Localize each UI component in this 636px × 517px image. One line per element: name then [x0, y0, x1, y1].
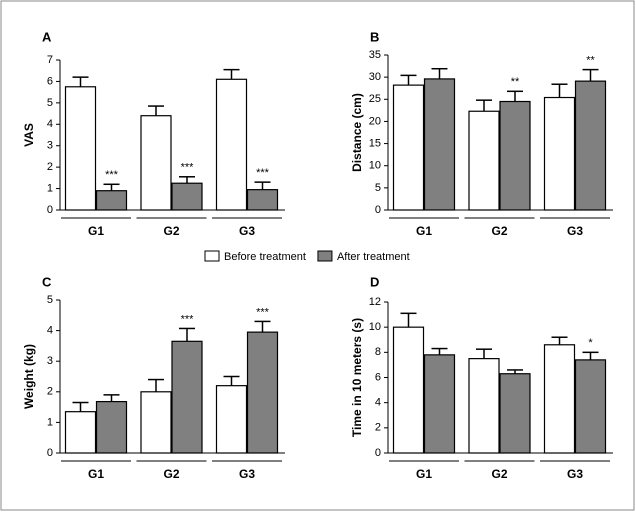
- y-axis-label: Time in 10 meters (s): [350, 318, 364, 437]
- panel-label: B: [370, 29, 379, 44]
- bar: [392, 326, 425, 454]
- bar: [171, 340, 203, 454]
- y-tick-label: 0: [375, 447, 381, 459]
- panel-label: C: [42, 274, 52, 289]
- y-tick-label: 1: [47, 182, 53, 194]
- x-tick-label: G3: [239, 467, 255, 481]
- x-tick-label: G1: [88, 224, 104, 238]
- bar: [423, 78, 456, 211]
- bar: [64, 86, 97, 211]
- y-tick-label: 0: [47, 447, 53, 459]
- bar: [140, 391, 172, 454]
- y-tick-label: 6: [375, 371, 381, 383]
- legend-label: After treatment: [337, 251, 410, 263]
- y-tick-label: 35: [369, 49, 381, 61]
- significance: ***: [181, 162, 195, 174]
- y-tick-label: 3: [47, 355, 53, 367]
- x-tick-label: G3: [239, 224, 255, 238]
- significance: ***: [256, 306, 270, 318]
- y-tick-label: 25: [369, 93, 381, 105]
- x-tick-label: G3: [567, 467, 583, 481]
- x-tick-label: G2: [163, 467, 179, 481]
- y-tick-label: 12: [369, 296, 381, 308]
- bar: [468, 358, 500, 454]
- bar: [95, 190, 128, 211]
- significance: ***: [105, 169, 119, 181]
- legend-swatch: [317, 250, 333, 262]
- y-tick-label: 2: [375, 422, 381, 434]
- bar: [171, 182, 203, 211]
- y-tick-label: 4: [47, 325, 53, 337]
- bar: [246, 331, 279, 454]
- significance: **: [511, 76, 520, 88]
- x-tick-label: G1: [416, 467, 432, 481]
- bar: [215, 385, 248, 454]
- y-tick-label: 1: [47, 416, 53, 428]
- y-tick-label: 10: [369, 321, 381, 333]
- y-tick-label: 4: [47, 118, 53, 130]
- y-tick-label: 3: [47, 140, 53, 152]
- y-tick-label: 0: [47, 204, 53, 216]
- significance: ***: [181, 313, 195, 325]
- bar: [64, 411, 97, 454]
- x-tick-label: G1: [416, 224, 432, 238]
- y-tick-label: 7: [47, 54, 53, 66]
- y-axis-label: Weight (kg): [22, 344, 36, 409]
- bar: [574, 359, 607, 454]
- panel-label: A: [42, 29, 52, 44]
- significance: ***: [256, 167, 270, 179]
- y-axis-label: Distance (cm): [350, 93, 364, 172]
- y-tick-label: 20: [369, 115, 381, 127]
- x-tick-label: G1: [88, 467, 104, 481]
- bar: [468, 110, 500, 211]
- legend-label: Before treatment: [224, 251, 306, 263]
- y-tick-label: 0: [375, 204, 381, 216]
- significance: **: [586, 55, 595, 67]
- bar: [423, 354, 456, 454]
- y-tick-label: 6: [47, 75, 53, 87]
- bar: [215, 78, 248, 211]
- bar: [246, 189, 279, 211]
- y-axis-label: VAS: [22, 123, 36, 147]
- bar: [499, 100, 531, 211]
- y-tick-label: 2: [47, 161, 53, 173]
- y-tick-label: 10: [369, 160, 381, 172]
- significance: *: [588, 337, 593, 349]
- y-tick-label: 5: [47, 294, 53, 306]
- y-tick-label: 15: [369, 137, 381, 149]
- y-tick-label: 5: [375, 182, 381, 194]
- panel-label: D: [370, 274, 379, 289]
- bar: [574, 80, 607, 211]
- y-tick-label: 4: [375, 397, 381, 409]
- y-tick-label: 8: [375, 346, 381, 358]
- x-tick-label: G2: [491, 467, 507, 481]
- bar: [499, 373, 531, 454]
- x-tick-label: G2: [163, 224, 179, 238]
- x-tick-label: G2: [491, 224, 507, 238]
- x-tick-label: G3: [567, 224, 583, 238]
- y-tick-label: 2: [47, 386, 53, 398]
- bar: [95, 400, 128, 454]
- y-tick-label: 5: [47, 97, 53, 109]
- bar: [140, 115, 172, 211]
- legend-swatch: [204, 250, 220, 262]
- y-tick-label: 30: [369, 71, 381, 83]
- bar: [543, 96, 576, 211]
- bar: [392, 84, 425, 211]
- bar: [543, 344, 576, 454]
